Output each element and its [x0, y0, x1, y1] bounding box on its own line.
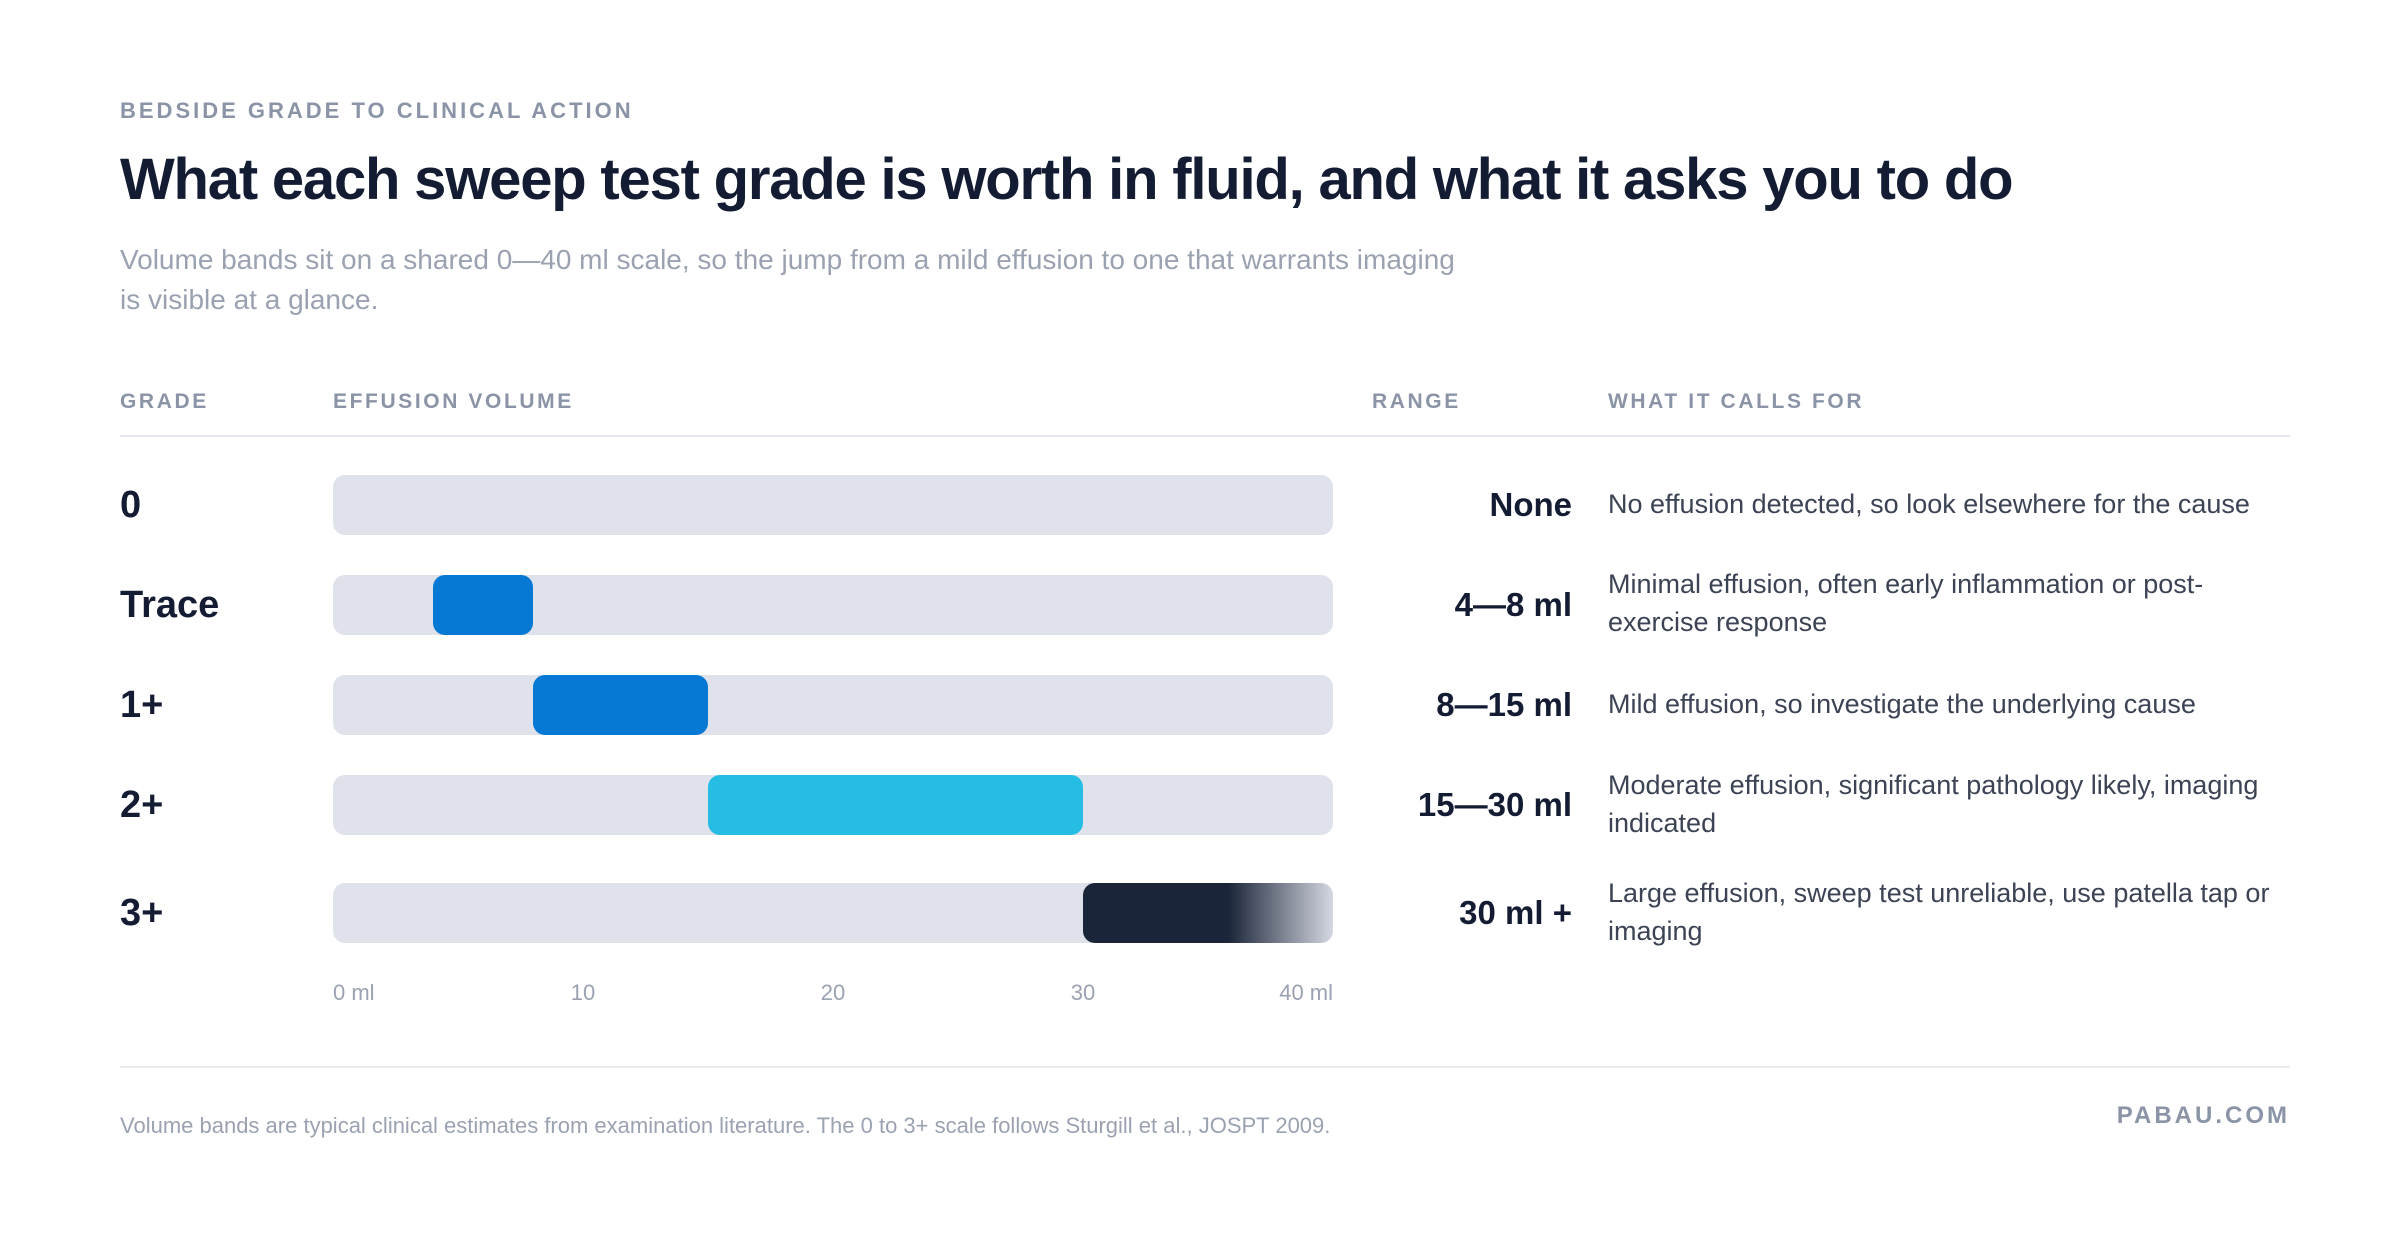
column-header-grade: GRADE [120, 390, 209, 413]
grade-row: 3+ 30 ml + [0, 873, 2400, 953]
grade-label: 0 [120, 484, 142, 526]
volume-band [433, 575, 533, 635]
range-label: 4—8 ml [1454, 586, 1572, 623]
range-label: None [1489, 486, 1573, 523]
range-label: 8—15 ml [1436, 686, 1572, 723]
volume-band [533, 675, 708, 735]
footnote: Volume bands are typical clinical estima… [120, 1113, 1331, 1138]
volume-track [333, 883, 1333, 943]
column-header-volume: EFFUSION VOLUME [333, 390, 574, 413]
eyebrow: BEDSIDE GRADE TO CLINICAL ACTION [120, 98, 634, 123]
column-header-range: RANGE [1372, 390, 1461, 413]
action-text: Large effusion, sweep test unreliable, u… [1608, 878, 2270, 946]
action-text: No effusion detected, so look elsewhere … [1608, 489, 2250, 519]
x-tick-label: 0 ml [333, 980, 375, 1005]
volume-track [333, 575, 1333, 635]
subtitle: Volume bands sit on a shared 0—40 ml sca… [120, 244, 1455, 315]
action-text: Moderate effusion, significant pathology… [1608, 770, 2259, 838]
page-title: What each sweep test grade is worth in f… [120, 147, 2014, 212]
grade-row: 0 None [0, 465, 2400, 545]
grade-label: 1+ [120, 684, 164, 726]
column-header-action: WHAT IT CALLS FOR [1608, 390, 1865, 413]
action-text: Minimal effusion, often early inflammati… [1608, 569, 2204, 637]
x-tick-label: 40 ml [1279, 980, 1333, 1005]
grade-row: Trace 4—8 ml [0, 565, 2400, 645]
grade-row: 1+ 8—15 ml [0, 665, 2400, 745]
volume-band [708, 775, 1083, 835]
range-label: 15—30 ml [1417, 786, 1572, 823]
grade-label: 2+ [120, 784, 164, 826]
x-axis-ticks: 0 ml 10 20 30 40 ml [333, 980, 1333, 1010]
volume-track [333, 775, 1333, 835]
volume-band [1083, 883, 1333, 943]
grade-row: 2+ 15—30 ml [0, 765, 2400, 845]
grade-label: 3+ [120, 892, 164, 934]
grade-label: Trace [120, 584, 220, 626]
footer-divider [120, 1066, 2290, 1068]
x-tick-label: 10 [570, 980, 596, 1005]
action-text: Mild effusion, so investigate the underl… [1608, 689, 2196, 719]
range-label: 30 ml + [1459, 894, 1572, 931]
header-divider [120, 435, 2290, 437]
volume-track [333, 675, 1333, 735]
x-tick-label: 20 [820, 980, 846, 1005]
brand-mark: PABAU.COM [2116, 1102, 2290, 1129]
volume-track [333, 475, 1333, 535]
x-tick-label: 30 [1070, 980, 1096, 1005]
